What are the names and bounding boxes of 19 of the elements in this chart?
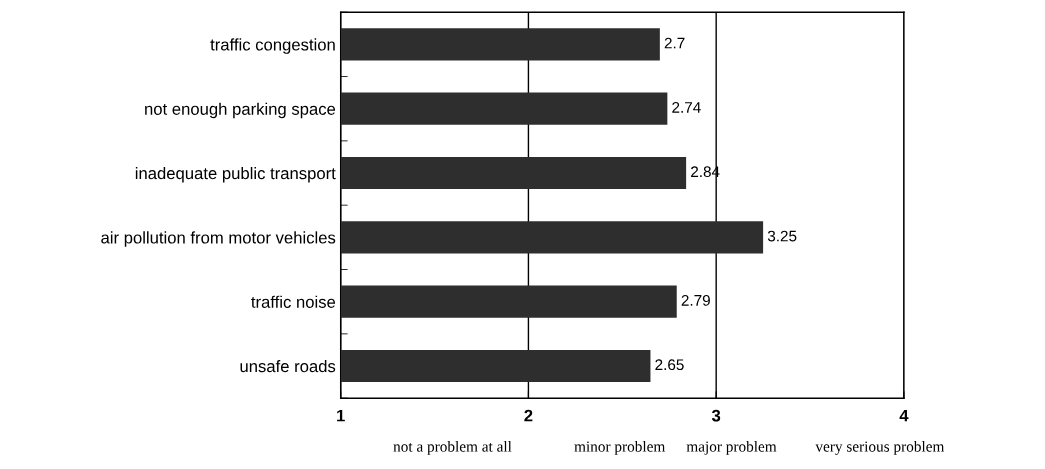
y-tick-label: traffic congestion xyxy=(210,38,335,54)
data-label: 2.65 xyxy=(655,359,684,371)
y-tick-label: unsafe roads xyxy=(240,359,336,373)
x-tick-label: 1 xyxy=(337,409,345,422)
text: not a problem at all xyxy=(393,440,512,455)
y-tick-label: air pollution from motor vehicles xyxy=(101,231,336,247)
x-tick-label: 2 xyxy=(524,409,533,422)
data-label: 2.7 xyxy=(664,37,685,49)
text: very serious problem xyxy=(815,440,945,455)
data-label: 2.79 xyxy=(681,294,710,306)
x-tick-label: 4 xyxy=(899,409,909,422)
text: major problem xyxy=(686,440,777,455)
x-tick-label: 3 xyxy=(711,409,721,422)
y-tick-label: traffic noise xyxy=(251,295,336,308)
text: minor problem xyxy=(574,440,666,455)
y-tick-label: inadequate public transport xyxy=(135,166,336,183)
data-label: 2.74 xyxy=(672,101,701,113)
data-label: 3.25 xyxy=(767,230,797,242)
y-tick-label: not enough parking space xyxy=(145,102,336,119)
